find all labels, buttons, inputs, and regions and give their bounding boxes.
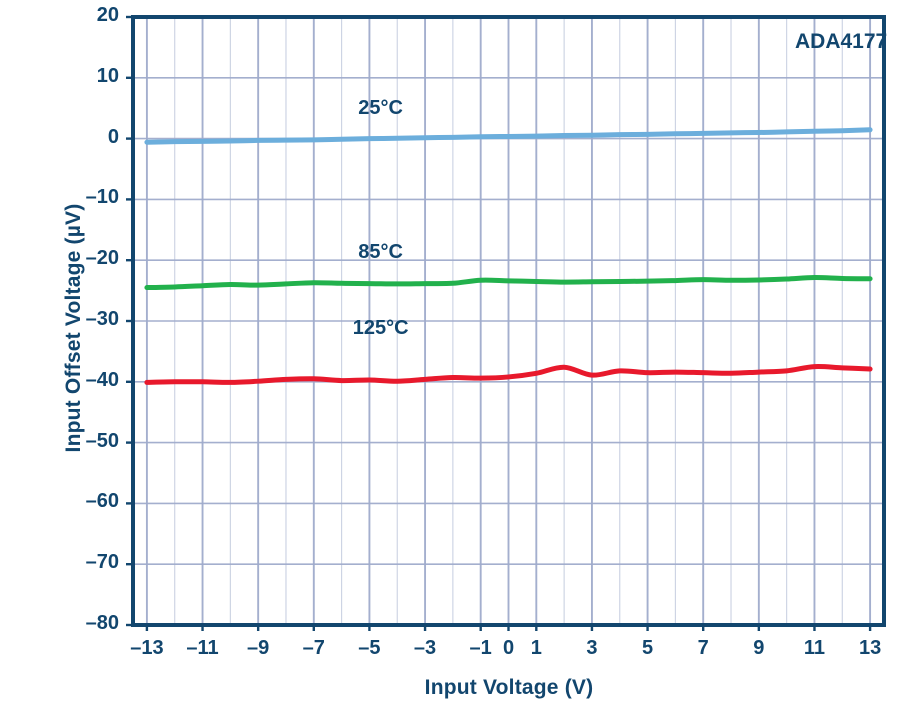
y-tick-label: –80 bbox=[85, 612, 119, 634]
x-tick-label: 5 bbox=[642, 637, 654, 659]
x-tick-label: –11 bbox=[186, 637, 219, 659]
x-tick-label: 1 bbox=[530, 637, 542, 659]
series-line-125c bbox=[144, 363, 873, 385]
x-tick-label: 13 bbox=[858, 637, 882, 659]
y-tick-label: 20 bbox=[96, 4, 119, 26]
x-tick-label: 9 bbox=[753, 637, 765, 659]
y-tick-label: –50 bbox=[85, 429, 119, 452]
x-axis-title: Input Voltage (V) bbox=[424, 676, 594, 699]
y-tick-label: –70 bbox=[85, 551, 119, 574]
series-annotation: 25°C bbox=[358, 96, 403, 119]
part-number-label: ADA4177 bbox=[794, 29, 888, 53]
x-tick-label: 0 bbox=[502, 637, 515, 659]
y-tick-label: –10 bbox=[85, 186, 119, 209]
x-tick-label: 3 bbox=[586, 637, 598, 659]
data-series-group bbox=[144, 127, 873, 385]
series-annotation: 125°C bbox=[352, 316, 409, 339]
series-annotation: 85°C bbox=[358, 241, 403, 264]
series-line-25c bbox=[144, 127, 873, 145]
x-tick-label: –5 bbox=[358, 637, 381, 659]
x-tick-label: 11 bbox=[803, 637, 826, 659]
x-tick-label: 7 bbox=[697, 637, 709, 659]
y-tick-label: –20 bbox=[85, 247, 119, 270]
x-tick-label: –7 bbox=[302, 637, 325, 659]
y-tick-label: –60 bbox=[85, 490, 119, 513]
y-tick-label: 0 bbox=[107, 125, 119, 148]
x-tick-label: –9 bbox=[247, 637, 270, 659]
series-line-85c bbox=[144, 275, 873, 291]
y-tick-label: 10 bbox=[96, 64, 119, 87]
y-tick-label: –40 bbox=[85, 368, 119, 391]
x-tick-label: –3 bbox=[413, 637, 437, 659]
y-tick-label: –30 bbox=[85, 308, 119, 330]
x-tick-label: –1 bbox=[469, 637, 492, 659]
plot-frame bbox=[126, 15, 886, 631]
x-tick-label: –13 bbox=[130, 637, 164, 659]
